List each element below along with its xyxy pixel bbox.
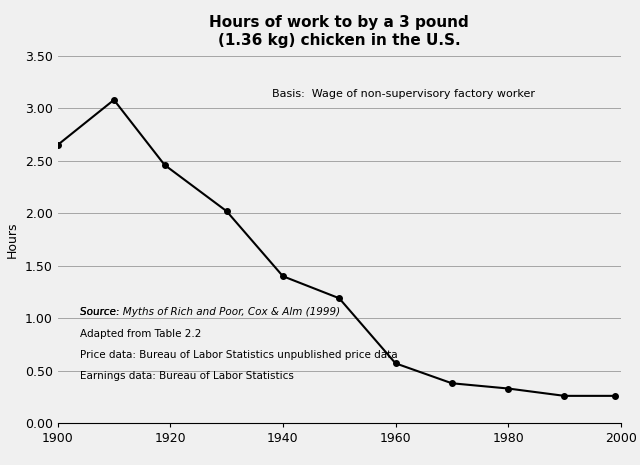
Text: Price data: Bureau of Labor Statistics unpublished price data: Price data: Bureau of Labor Statistics u… xyxy=(80,350,397,360)
Title: Hours of work to by a 3 pound
(1.36 kg) chicken in the U.S.: Hours of work to by a 3 pound (1.36 kg) … xyxy=(209,15,469,48)
Text: Source:: Source: xyxy=(80,307,123,318)
Text: Basis:  Wage of non-supervisory factory worker: Basis: Wage of non-supervisory factory w… xyxy=(271,89,534,99)
Y-axis label: Hours: Hours xyxy=(6,221,19,258)
Text: Adapted from Table 2.2: Adapted from Table 2.2 xyxy=(80,329,202,339)
Text: Source: Myths of Rich and Poor, Cox & Alm (1999): Source: Myths of Rich and Poor, Cox & Al… xyxy=(80,307,340,318)
Text: Earnings data: Bureau of Labor Statistics: Earnings data: Bureau of Labor Statistic… xyxy=(80,372,294,381)
